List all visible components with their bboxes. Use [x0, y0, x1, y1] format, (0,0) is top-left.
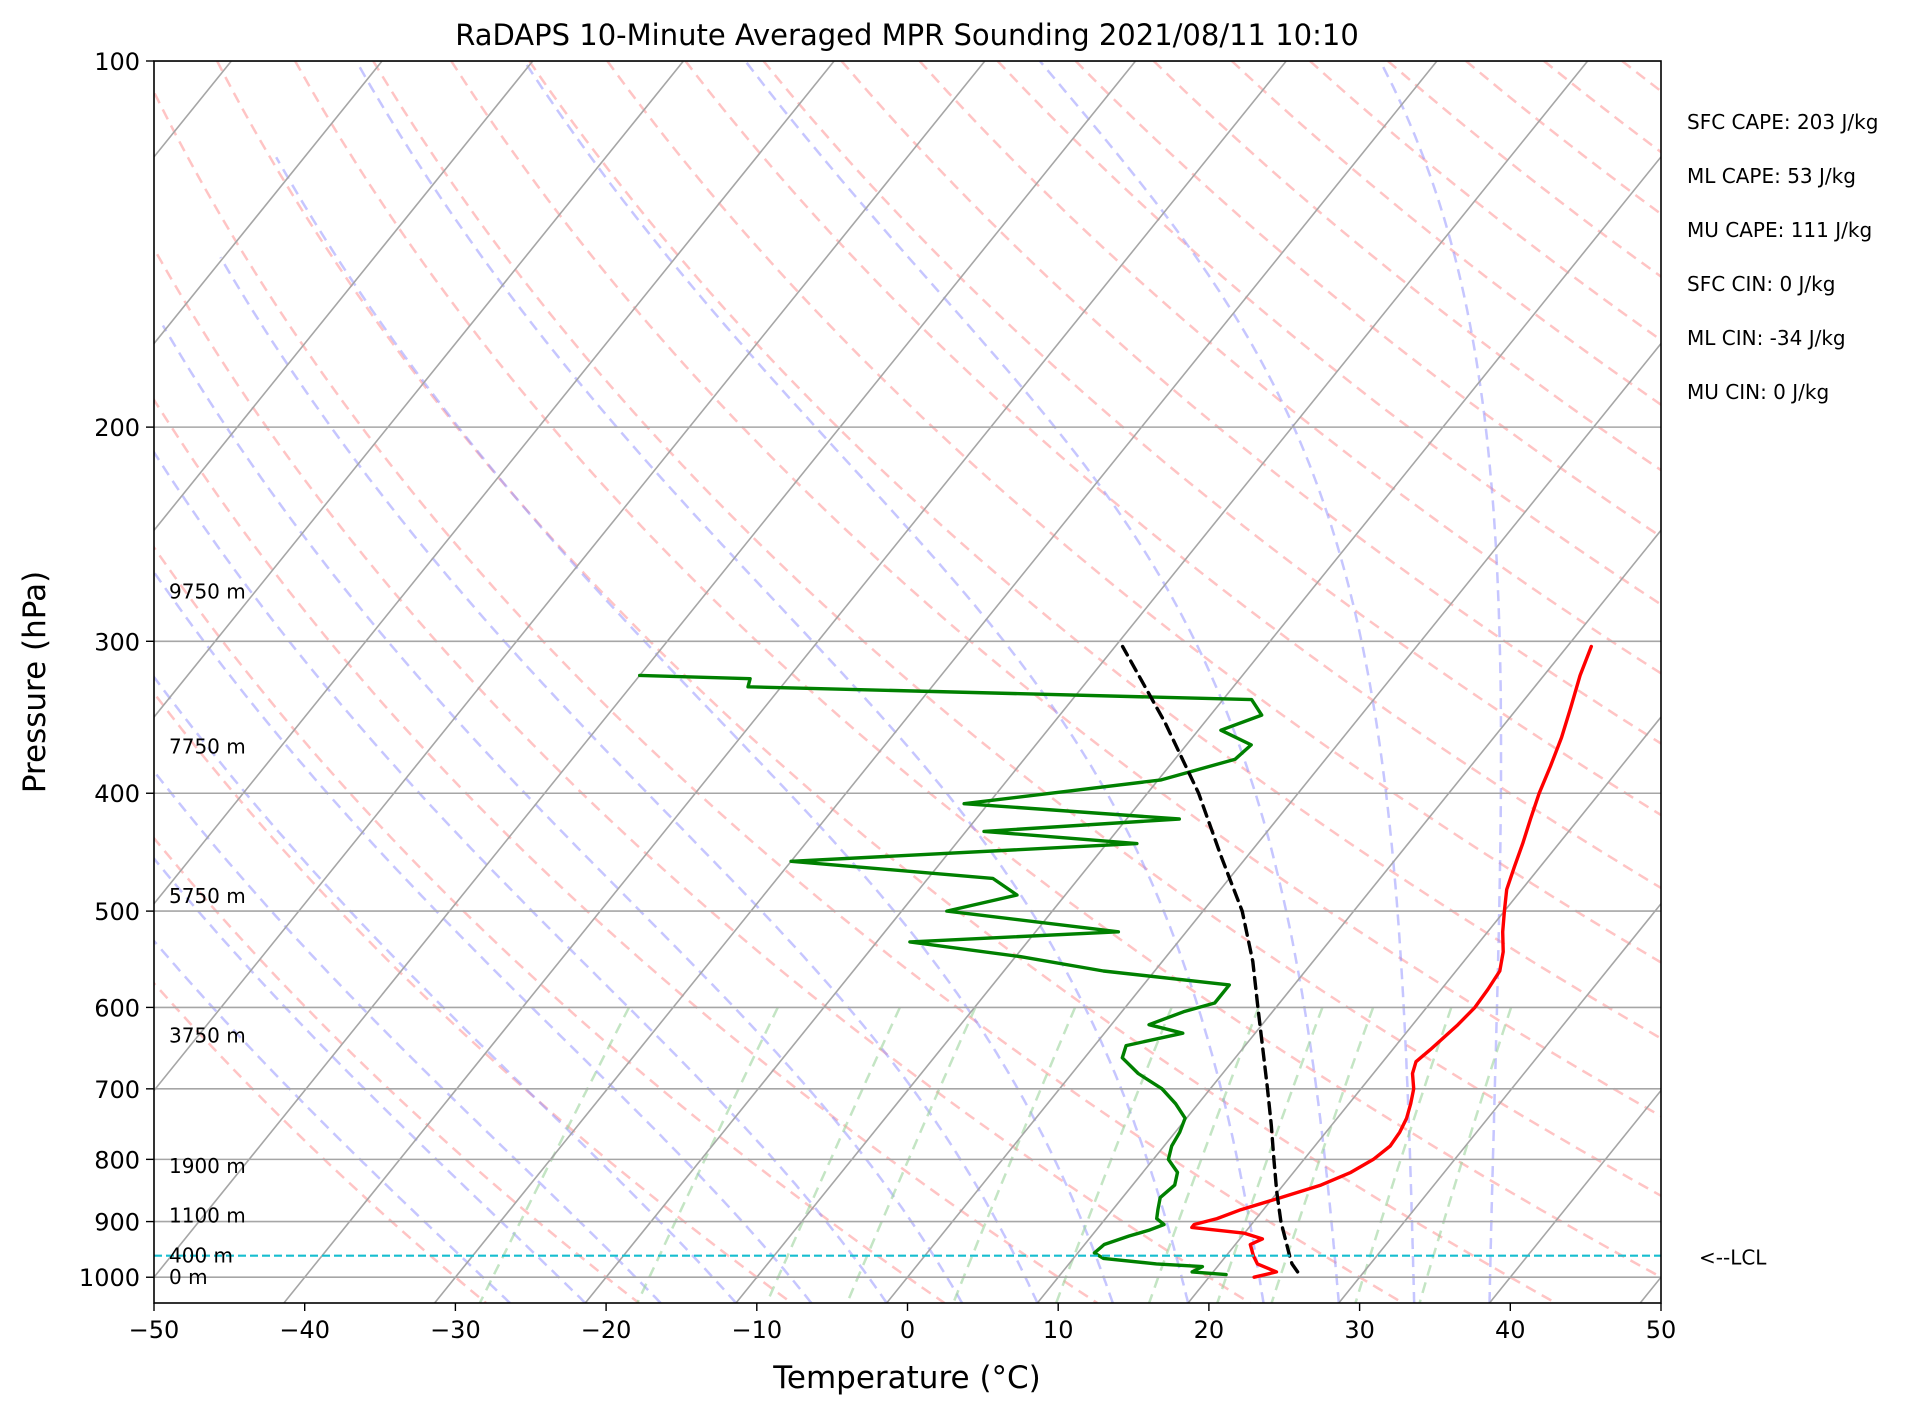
x-tick-label: −20 [581, 1316, 632, 1344]
x-tick-label: 40 [1495, 1316, 1526, 1344]
x-tick-label: 0 [900, 1316, 915, 1344]
x-tick-label: −50 [129, 1316, 180, 1344]
x-tick-label: 10 [1043, 1316, 1074, 1344]
stat-line: ML CIN: -34 J/kg [1687, 326, 1846, 350]
x-tick-label: 20 [1194, 1316, 1225, 1344]
y-tick-label: 300 [94, 628, 140, 656]
y-tick-label: 200 [94, 414, 140, 442]
y-tick-label: 100 [94, 48, 140, 76]
y-tick-label: 900 [94, 1209, 140, 1237]
stat-line: ML CAPE: 53 J/kg [1687, 164, 1856, 188]
height-label: 3750 m [169, 1024, 246, 1048]
y-tick-label: 700 [94, 1076, 140, 1104]
height-label: 400 m [169, 1244, 233, 1268]
x-tick-label: 50 [1646, 1316, 1677, 1344]
stat-line: MU CAPE: 111 J/kg [1687, 218, 1872, 242]
height-label: 1900 m [169, 1154, 246, 1178]
stat-line: SFC CAPE: 203 J/kg [1687, 110, 1878, 134]
x-tick-label: −40 [279, 1316, 330, 1344]
y-axis-label: Pressure (hPa) [17, 571, 53, 793]
height-label: 1100 m [169, 1204, 246, 1228]
y-tick-label: 800 [94, 1146, 140, 1174]
y-tick-label: 1000 [79, 1264, 140, 1292]
chart-title: RaDAPS 10-Minute Averaged MPR Sounding 2… [455, 18, 1359, 52]
x-tick-label: −10 [731, 1316, 782, 1344]
stat-line: SFC CIN: 0 J/kg [1687, 272, 1835, 296]
height-label: 0 m [169, 1265, 208, 1289]
x-axis-label: Temperature (°C) [772, 1360, 1041, 1396]
y-tick-label: 400 [94, 780, 140, 808]
lcl-label: <--LCL [1699, 1246, 1767, 1270]
x-tick-label: −30 [430, 1316, 481, 1344]
y-tick-label: 600 [94, 994, 140, 1022]
x-tick-label: 30 [1344, 1316, 1375, 1344]
height-label: 5750 m [169, 884, 246, 908]
y-tick-label: 500 [94, 898, 140, 926]
stat-line: MU CIN: 0 J/kg [1687, 380, 1829, 404]
height-label: 7750 m [169, 734, 246, 758]
height-label: 9750 m [169, 579, 246, 603]
